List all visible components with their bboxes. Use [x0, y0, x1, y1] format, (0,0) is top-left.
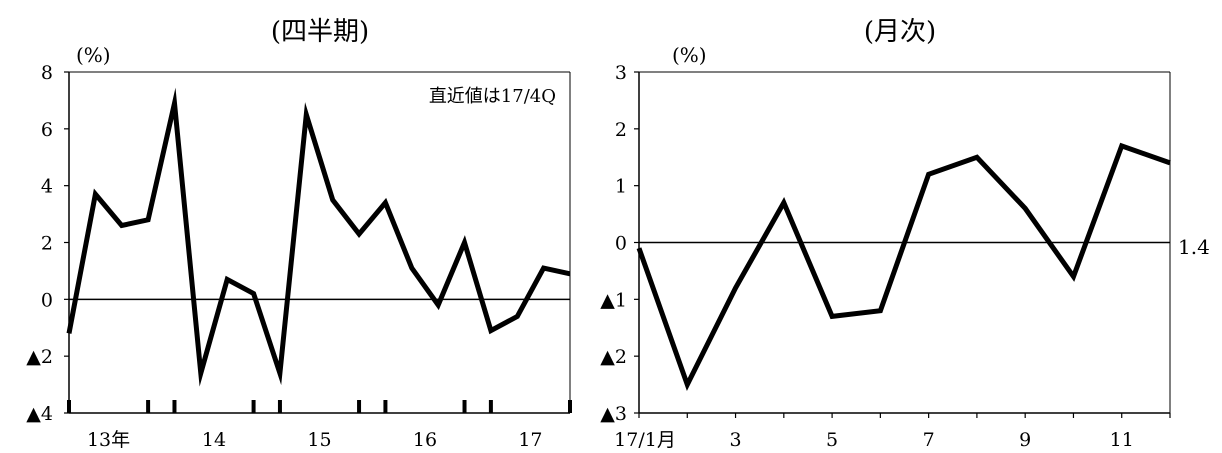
monthly-x-tick-label: 3: [729, 429, 741, 451]
quarterly-y-tick-label: 0: [41, 289, 53, 311]
monthly-x-tick-labels: 17/1月 3 5 7 9 11: [614, 429, 1134, 451]
monthly-x-tick-label: 11: [1110, 429, 1134, 451]
monthly-series-line: [636, 142, 1171, 391]
monthly-y-tick-labels: 3 2 1 0 ▲1 ▲2 ▲3: [600, 62, 627, 425]
quarterly-x-tick-label: 17: [518, 429, 542, 451]
quarterly-y-tick-label: 6: [41, 119, 53, 141]
monthly-y-tick-label: ▲2: [600, 346, 627, 368]
monthly-chart: (月次) (%) 1.4 3 2 1 0 ▲1 ▲2 ▲3 17/1月 3 5 7 9 11: [600, 17, 1210, 451]
quarterly-y-tick-label: 4: [41, 176, 53, 198]
quarterly-series-line: [66, 87, 571, 387]
quarterly-x-tick-label: 13年: [87, 429, 130, 451]
monthly-y-tick-label: 0: [615, 233, 627, 255]
quarterly-y-tick-label: 2: [41, 233, 53, 255]
monthly-y-tick-label: 3: [615, 62, 627, 84]
monthly-y-tick-label: ▲1: [600, 289, 627, 311]
monthly-y-tick-label: 1: [615, 176, 627, 198]
quarterly-y-tick-label: ▲4: [26, 403, 53, 425]
quarterly-latest-note: 直近値は17/4Q: [429, 86, 556, 107]
monthly-y-tick-label: ▲3: [600, 403, 627, 425]
quarterly-y-tick-labels: 8 6 4 2 0 ▲2 ▲4: [26, 62, 53, 425]
monthly-x-tick-label: 9: [1019, 429, 1031, 451]
quarterly-x-tick-label: 14: [202, 429, 226, 451]
monthly-x-tick-label: 7: [923, 429, 935, 451]
quarterly-x-tick-label: 15: [307, 429, 331, 451]
monthly-x-tick-label: 17/1月: [614, 429, 676, 451]
quarterly-unit-label: (%): [76, 43, 111, 67]
quarterly-y-tick-label: 8: [41, 62, 53, 84]
quarterly-plot-area: [64, 71, 572, 414]
quarterly-x-tick-label: 16: [413, 429, 437, 451]
quarterly-x-tick-labels: 13年 14 15 16 17: [87, 429, 543, 451]
monthly-chart-title: (月次): [864, 17, 936, 47]
quarterly-chart-title: (四半期): [271, 17, 369, 47]
monthly-latest-value-label: 1.4: [1178, 235, 1210, 259]
monthly-x-tick-label: 5: [826, 429, 838, 451]
monthly-y-tick-label: 2: [615, 119, 627, 141]
monthly-unit-label: (%): [672, 43, 707, 67]
monthly-plot-area: [634, 71, 1171, 418]
quarterly-y-tick-label: ▲2: [26, 346, 53, 368]
